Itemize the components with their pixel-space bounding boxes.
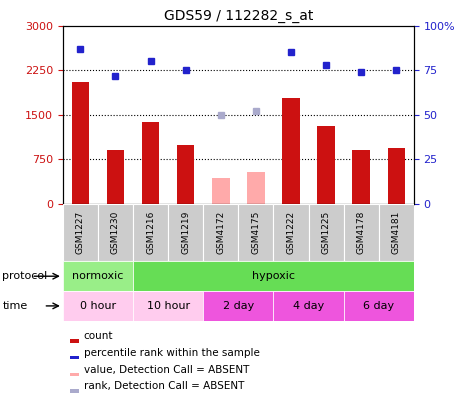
Bar <box>177 145 194 204</box>
Text: GSM1222: GSM1222 <box>286 211 295 254</box>
Text: GSM4178: GSM4178 <box>357 211 365 254</box>
Text: percentile rank within the sample: percentile rank within the sample <box>84 348 260 358</box>
Bar <box>133 204 168 261</box>
Text: value, Detection Call = ABSENT: value, Detection Call = ABSENT <box>84 365 249 375</box>
Bar <box>239 204 273 261</box>
Bar <box>63 261 133 291</box>
Bar <box>247 172 265 204</box>
Text: GSM4175: GSM4175 <box>252 211 260 254</box>
Bar <box>212 178 230 204</box>
Bar <box>273 204 309 261</box>
Text: time: time <box>2 301 27 311</box>
Bar <box>344 204 379 261</box>
Bar <box>387 147 405 204</box>
Text: 2 day: 2 day <box>223 301 254 311</box>
Bar <box>72 82 89 204</box>
Text: GSM1230: GSM1230 <box>111 211 120 254</box>
Text: GSM4172: GSM4172 <box>216 211 225 254</box>
Bar <box>317 126 335 204</box>
Bar <box>273 291 344 321</box>
Text: GSM4181: GSM4181 <box>392 211 401 254</box>
Text: 6 day: 6 day <box>363 301 394 311</box>
Text: 10 hour: 10 hour <box>146 301 190 311</box>
Bar <box>70 356 79 360</box>
Text: GSM1227: GSM1227 <box>76 211 85 254</box>
Title: GDS59 / 112282_s_at: GDS59 / 112282_s_at <box>164 10 313 23</box>
Bar <box>168 204 203 261</box>
Bar <box>344 291 414 321</box>
Bar <box>63 291 133 321</box>
Text: 4 day: 4 day <box>293 301 324 311</box>
Text: count: count <box>84 331 113 341</box>
Text: GSM1216: GSM1216 <box>146 211 155 254</box>
Text: hypoxic: hypoxic <box>252 271 295 281</box>
Text: 0 hour: 0 hour <box>80 301 116 311</box>
Text: protocol: protocol <box>2 271 47 281</box>
Bar <box>352 150 370 204</box>
Bar <box>203 291 273 321</box>
Bar <box>133 261 414 291</box>
Bar <box>203 204 239 261</box>
Text: GSM1219: GSM1219 <box>181 211 190 254</box>
Text: normoxic: normoxic <box>72 271 124 281</box>
Bar <box>309 204 344 261</box>
Text: GSM1225: GSM1225 <box>322 211 331 254</box>
Bar <box>70 373 79 376</box>
Bar <box>379 204 414 261</box>
Text: rank, Detection Call = ABSENT: rank, Detection Call = ABSENT <box>84 381 244 392</box>
Bar <box>63 204 98 261</box>
Bar <box>282 98 300 204</box>
Bar <box>70 339 79 343</box>
Bar <box>70 389 79 393</box>
Bar <box>133 291 203 321</box>
Bar <box>142 122 159 204</box>
Bar <box>106 150 124 204</box>
Bar <box>98 204 133 261</box>
